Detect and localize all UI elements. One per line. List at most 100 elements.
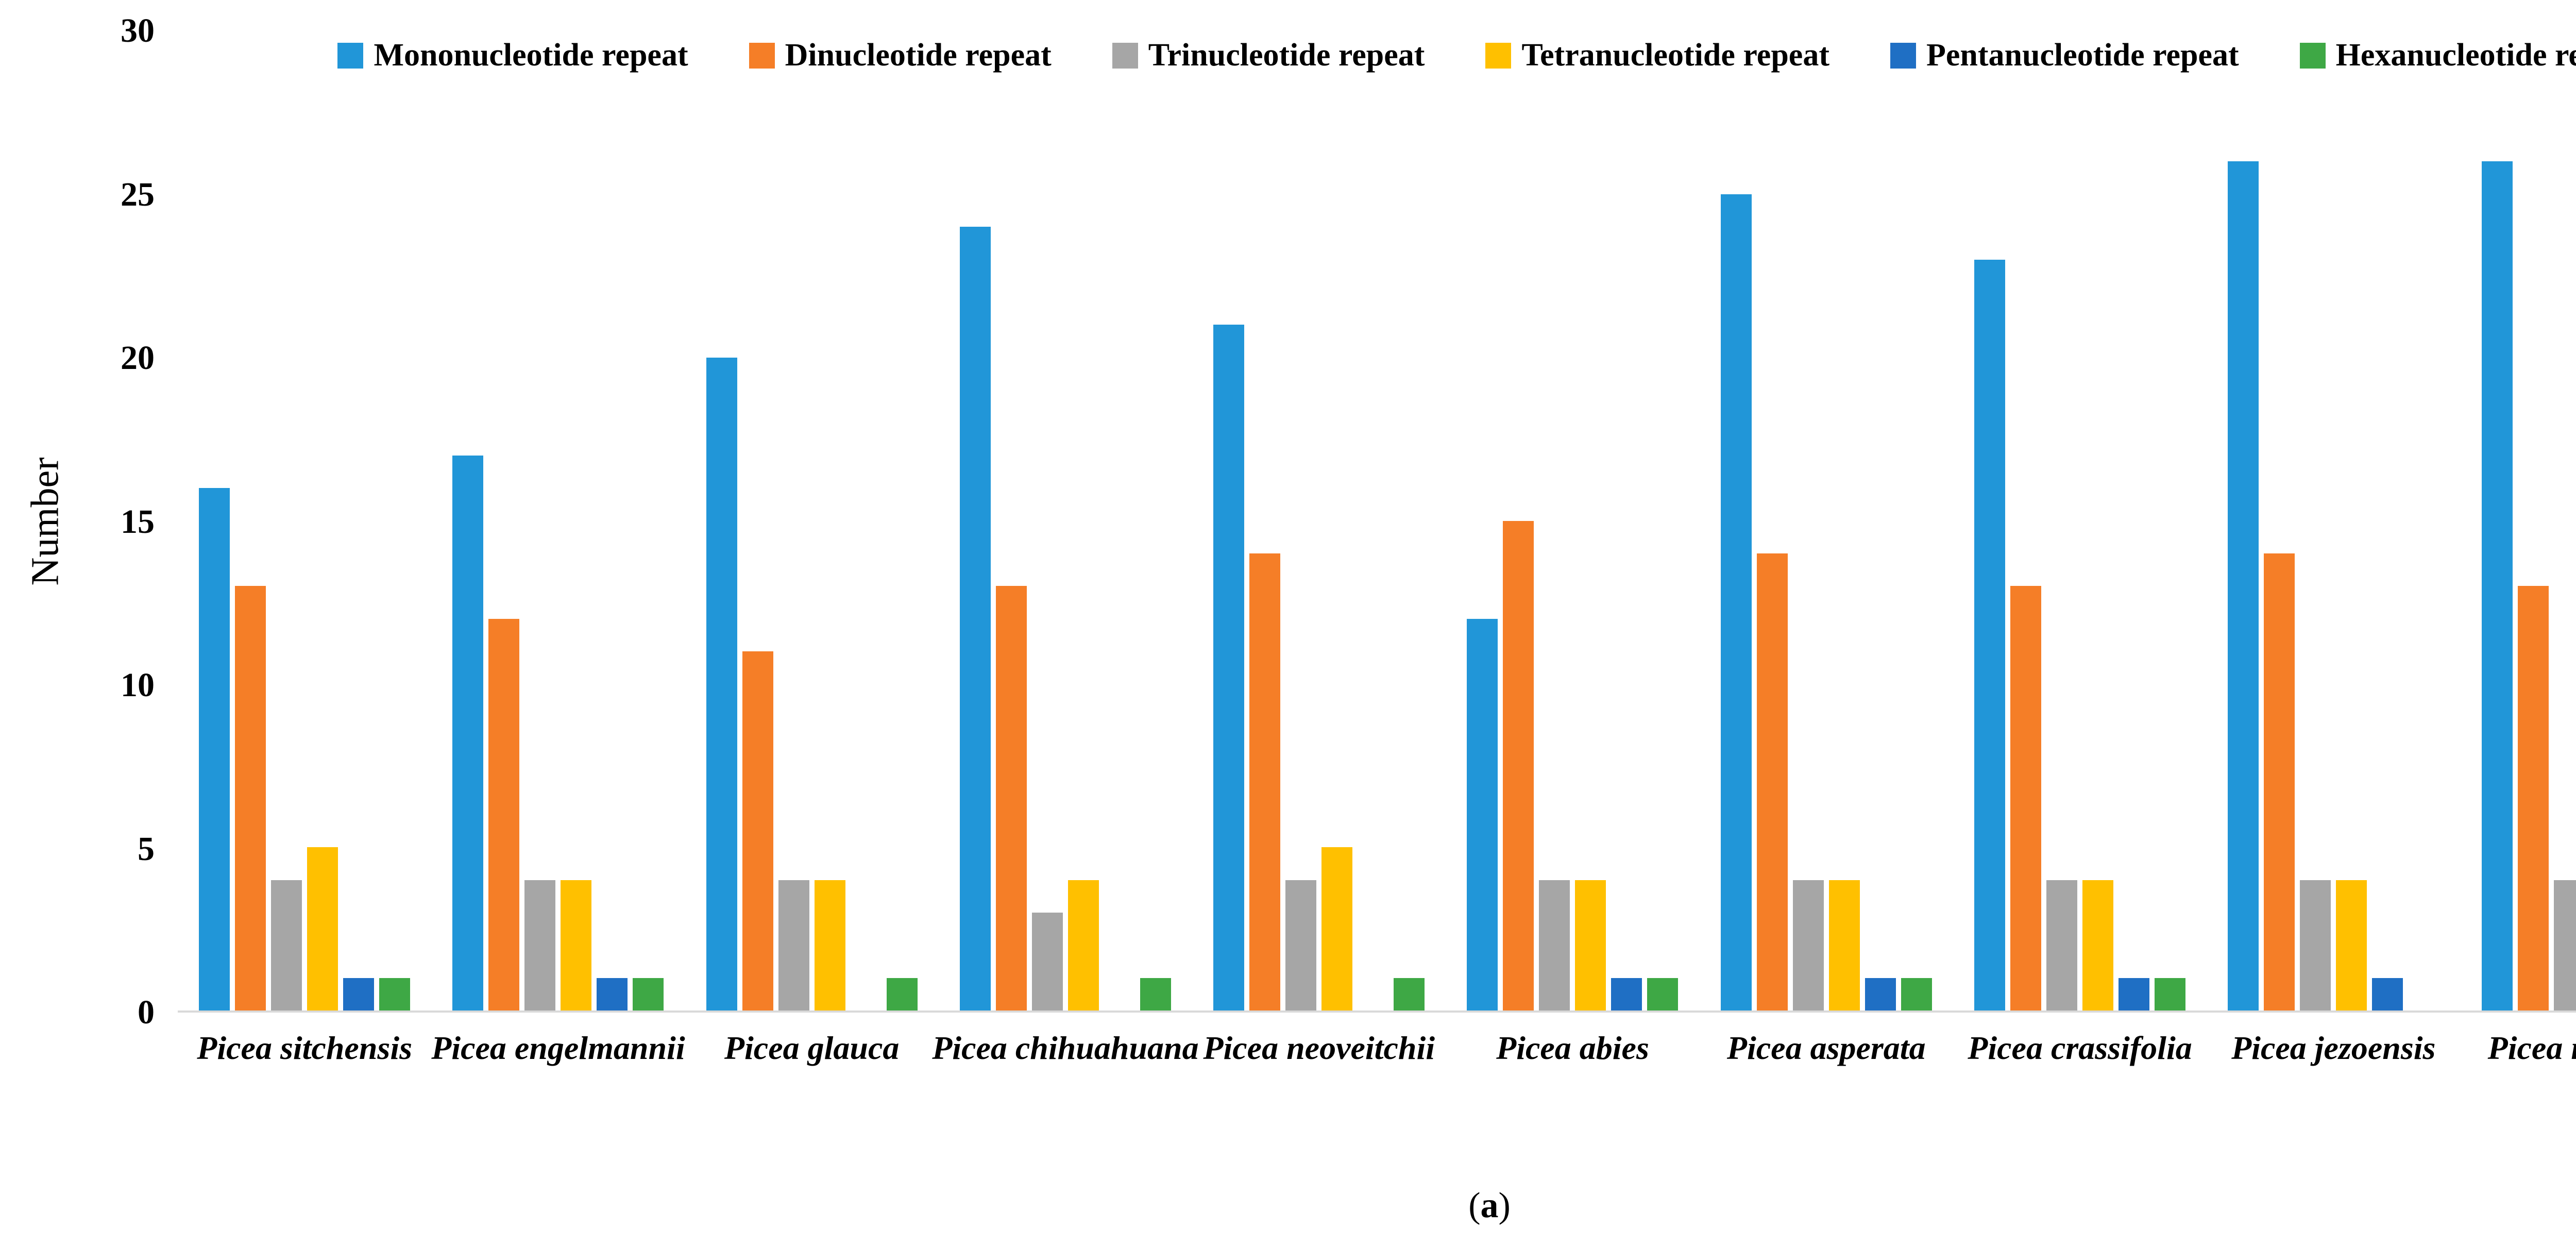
- y-tick-label: 30: [121, 12, 155, 49]
- legend-label: Tetranucleotide repeat: [1521, 38, 1829, 73]
- bar-mononucleotide-repeat: [1467, 618, 1498, 1011]
- legend-label: Mononucleotide repeat: [374, 38, 688, 73]
- bar-dinucleotide-repeat: [235, 586, 266, 1011]
- bar-hexanucleotide-repeat: [379, 978, 411, 1011]
- bar-hexanucleotide-repeat: [1647, 978, 1679, 1011]
- legend-swatch-icon: [337, 42, 364, 69]
- legend-item-dinucleotide-repeat: Dinucleotide repeat: [749, 37, 1052, 74]
- y-axis-tick-labels: 0 5 10 15 20 25 30: [62, 14, 155, 1030]
- legend-label: Pentanucleotide repeat: [1926, 38, 2239, 73]
- bar-group-picea-glauca: Picea glauca: [706, 31, 918, 1066]
- legend-swatch-icon: [1112, 42, 1138, 69]
- bar-hexanucleotide-repeat: [633, 978, 664, 1011]
- bar-dinucleotide-repeat: [2264, 553, 2295, 1011]
- bar-group-picea-crassifolia: Picea crassifolia: [1968, 31, 2192, 1066]
- bar-pentanucleotide-repeat: [343, 978, 375, 1011]
- x-axis-category-label: Picea glauca: [724, 1030, 900, 1066]
- bar-tetranucleotide-repeat: [561, 880, 592, 1011]
- bar-group-picea-engelmannii: Picea engelmannii: [431, 31, 685, 1066]
- chart-legend: Mononucleotide repeat Dinucleotide repeat…: [0, 37, 2576, 74]
- legend-label: Dinucleotide repeat: [785, 38, 1052, 73]
- caption-open-paren: (: [1468, 1186, 1481, 1225]
- x-axis-category-label: Picea crassifolia: [1968, 1030, 2192, 1066]
- x-axis-category-label: Picea sitchensis: [197, 1030, 412, 1066]
- bar-trinucleotide-repeat: [1539, 880, 1570, 1011]
- bar-group-picea-mariana: Picea mariana: [2481, 31, 2576, 1066]
- figure-caption: (a): [0, 1185, 2576, 1226]
- legend-label: Hexanucleotide repeat: [2335, 38, 2576, 73]
- bar-trinucleotide-repeat: [271, 880, 302, 1011]
- bar-dinucleotide-repeat: [488, 618, 520, 1011]
- caption-close-paren: ): [1498, 1186, 1511, 1225]
- bar-tetranucleotide-repeat: [1828, 880, 1860, 1011]
- bar-pentanucleotide-repeat: [1865, 978, 1896, 1011]
- bar-pentanucleotide-repeat: [597, 978, 628, 1011]
- bar-dinucleotide-repeat: [2517, 586, 2549, 1011]
- bar-hexanucleotide-repeat: [2154, 978, 2185, 1011]
- y-tick-label: 25: [121, 175, 155, 213]
- bar-trinucleotide-repeat: [1285, 880, 1317, 1011]
- bar-tetranucleotide-repeat: [307, 847, 338, 1011]
- legend-swatch-icon: [2299, 42, 2326, 69]
- bar-group-picea-neoveitchii: Picea neoveitchii: [1203, 31, 1435, 1066]
- x-axis-category-label: Picea asperata: [1726, 1030, 1926, 1066]
- plot-area: Picea sitchensis Picea engelmannii Picea g…: [178, 31, 2576, 1077]
- bar-tetranucleotide-repeat: [2336, 880, 2367, 1011]
- bar-mononucleotide-repeat: [959, 227, 991, 1011]
- bar-tetranucleotide-repeat: [2082, 880, 2113, 1011]
- bar-mononucleotide-repeat: [1720, 194, 1752, 1011]
- x-axis-category-label: Picea chihuahuana: [932, 1030, 1199, 1066]
- y-tick-label: 10: [121, 666, 155, 704]
- y-tick-label: 20: [121, 339, 155, 377]
- bar-group-picea-jezoensis: Picea jezoensis: [2228, 31, 2439, 1066]
- legend-label: Trinucleotide repeat: [1148, 38, 1425, 73]
- bar-group-picea-abies: Picea abies: [1467, 31, 1679, 1066]
- bar-trinucleotide-repeat: [778, 880, 809, 1011]
- caption-letter: a: [1480, 1186, 1499, 1225]
- y-tick-label: 15: [121, 502, 155, 541]
- x-axis-category-label: Picea jezoensis: [2231, 1030, 2436, 1066]
- bar-dinucleotide-repeat: [1756, 553, 1788, 1011]
- legend-swatch-icon: [749, 42, 775, 69]
- x-axis-category-label: Picea neoveitchii: [1203, 1030, 1435, 1066]
- legend-swatch-icon: [1890, 42, 1916, 69]
- bar-mononucleotide-repeat: [1974, 259, 2005, 1011]
- bar-pentanucleotide-repeat: [2118, 978, 2149, 1011]
- bar-groups-row: Picea sitchensis Picea engelmannii Picea g…: [178, 31, 2576, 1066]
- bar-dinucleotide-repeat: [2010, 586, 2041, 1011]
- bar-hexanucleotide-repeat: [1140, 978, 1171, 1011]
- bar-trinucleotide-repeat: [2553, 880, 2576, 1011]
- bar-dinucleotide-repeat: [995, 586, 1027, 1011]
- legend-item-pentanucleotide-repeat: Pentanucleotide repeat: [1890, 37, 2239, 74]
- bar-hexanucleotide-repeat: [1901, 978, 1932, 1011]
- legend-item-hexanucleotide-repeat: Hexanucleotide repeat: [2299, 37, 2576, 74]
- bar-dinucleotide-repeat: [1249, 553, 1281, 1011]
- bar-tetranucleotide-repeat: [1067, 880, 1099, 1011]
- bar-mononucleotide-repeat: [452, 455, 484, 1011]
- y-axis-title: Number: [23, 457, 67, 586]
- bar-mononucleotide-repeat: [2481, 161, 2513, 1011]
- bar-group-picea-asperata: Picea asperata: [1720, 31, 1932, 1066]
- bar-trinucleotide-repeat: [1031, 912, 1063, 1011]
- bar-mononucleotide-repeat: [706, 357, 737, 1011]
- bar-group-picea-sitchensis: Picea sitchensis: [197, 31, 412, 1066]
- legend-item-trinucleotide-repeat: Trinucleotide repeat: [1112, 37, 1425, 74]
- bar-dinucleotide-repeat: [1503, 520, 1534, 1011]
- bar-trinucleotide-repeat: [2300, 880, 2331, 1011]
- bar-trinucleotide-repeat: [2046, 880, 2077, 1011]
- x-axis-category-label: Picea engelmannii: [431, 1030, 685, 1066]
- y-tick-label: 5: [138, 830, 155, 868]
- legend-item-tetranucleotide-repeat: Tetranucleotide repeat: [1485, 37, 1829, 74]
- bar-trinucleotide-repeat: [524, 880, 556, 1011]
- bar-hexanucleotide-repeat: [1394, 978, 1425, 1011]
- bar-trinucleotide-repeat: [1792, 880, 1824, 1011]
- bar-mononucleotide-repeat: [1213, 325, 1245, 1011]
- bar-group-picea-chihuahuana: Picea chihuahuana: [932, 31, 1199, 1066]
- bar-pentanucleotide-repeat: [1611, 978, 1642, 1011]
- bar-tetranucleotide-repeat: [1575, 880, 1606, 1011]
- bar-tetranucleotide-repeat: [814, 880, 845, 1011]
- y-tick-label: 0: [138, 994, 155, 1031]
- bar-pentanucleotide-repeat: [2372, 978, 2403, 1011]
- bar-mononucleotide-repeat: [2228, 161, 2259, 1011]
